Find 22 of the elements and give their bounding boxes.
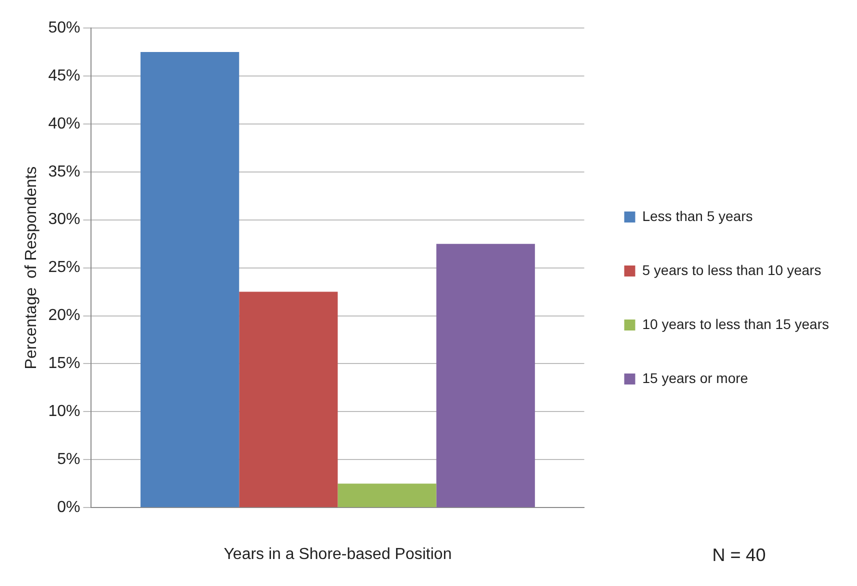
bar [239, 292, 338, 508]
y-tick-label: 10% [48, 403, 80, 420]
y-tick-label: 35% [48, 163, 80, 180]
bar [140, 52, 240, 508]
y-tick-label: 45% [48, 67, 80, 84]
y-tick-label: 30% [48, 211, 80, 228]
y-tick-label: 40% [48, 115, 80, 132]
y-tick-label: 25% [48, 259, 80, 276]
bar [436, 244, 535, 508]
y-tick-label: 50% [48, 19, 80, 36]
x-axis-title: Years in a Shore-based Position [224, 546, 452, 563]
y-tick-label: 5% [57, 451, 80, 468]
y-tick-label: 0% [57, 499, 80, 516]
legend-label: Less than 5 years [642, 208, 753, 224]
y-tick-label: 15% [48, 355, 80, 372]
bar [338, 484, 436, 508]
y-tick-label: 20% [48, 307, 80, 324]
y-axis-title: Percentage of Respondents [23, 166, 40, 370]
legend-label: 15 years or more [642, 370, 748, 386]
text: N = 40 [712, 544, 766, 565]
legend-label: 5 years to less than 10 years [642, 262, 822, 278]
legend-label: 10 years to less than 15 years [642, 316, 830, 332]
